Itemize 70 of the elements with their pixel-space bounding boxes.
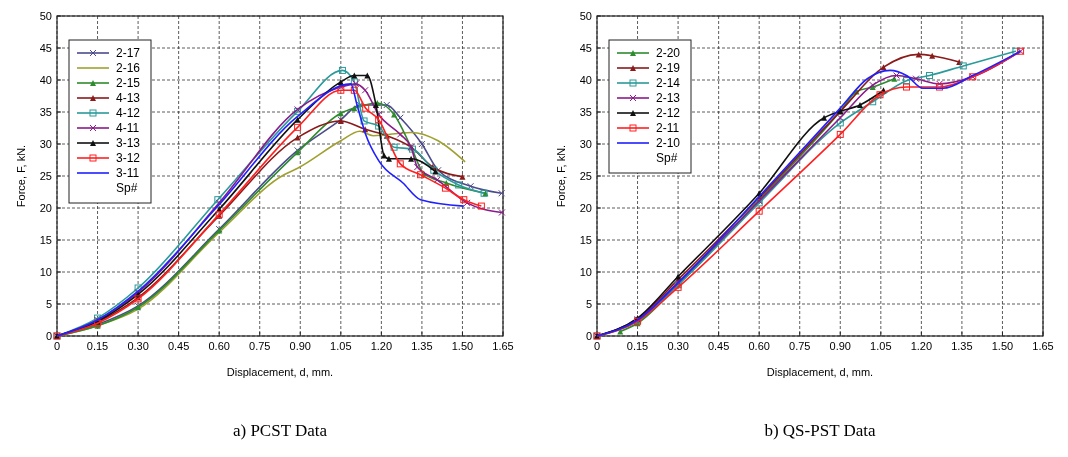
x-tick-label: 1.50 <box>451 340 474 352</box>
y-tick-label: 20 <box>579 202 592 214</box>
y-tick-label: 10 <box>39 266 52 278</box>
legend-label: 2-19 <box>656 61 681 75</box>
y-axis-title: Force, F, kN. <box>555 144 567 208</box>
x-axis-title: Displacement, d, mm. <box>766 366 874 378</box>
x-tick-label: 0.30 <box>127 340 149 352</box>
y-tick-label: 40 <box>39 74 52 86</box>
y-tick-label: 0 <box>45 330 52 342</box>
legend-label: 2-12 <box>656 106 681 120</box>
legend-label: 3-11 <box>116 166 140 180</box>
y-tick-label: 45 <box>579 42 592 54</box>
y-tick-label: 15 <box>579 234 592 246</box>
x-tick-label: 0.75 <box>789 340 811 352</box>
legend-label: 4-12 <box>116 106 141 120</box>
legend-label: 3-13 <box>116 136 141 150</box>
y-tick-label: 25 <box>39 170 52 182</box>
y-tick-label: 25 <box>579 170 592 182</box>
legend-label: 2-13 <box>656 91 681 105</box>
x-tick-label: 1.65 <box>492 340 514 352</box>
x-tick-label: 0.45 <box>707 340 730 352</box>
y-tick-label: 0 <box>585 330 592 342</box>
y-tick-label: 35 <box>39 106 52 118</box>
legend-label: 2-17 <box>116 46 141 60</box>
x-tick-label: 1.35 <box>951 340 973 352</box>
y-tick-label: 50 <box>579 10 592 22</box>
x-tick-label: 1.35 <box>411 340 433 352</box>
x-tick-label: 0.60 <box>208 340 230 352</box>
x-tick-label: 0.75 <box>249 340 271 352</box>
x-tick-label: 0.45 <box>167 340 190 352</box>
x-tick-label: 1.65 <box>1032 340 1054 352</box>
legend-label: 2-15 <box>116 76 141 90</box>
x-tick-label: 0.15 <box>86 340 109 352</box>
legend-label: 3-12 <box>116 151 141 165</box>
x-tick-label: 1.05 <box>870 340 892 352</box>
x-tick-label: 0 <box>593 340 601 352</box>
legend-label: 4-11 <box>116 121 140 135</box>
x-tick-label: 1.50 <box>991 340 1014 352</box>
y-tick-label: 40 <box>579 74 592 86</box>
y-tick-label: 15 <box>39 234 52 246</box>
y-tick-label: 45 <box>39 42 52 54</box>
y-tick-label: 20 <box>39 202 52 214</box>
y-tick-label: 30 <box>579 138 592 150</box>
y-tick-label: 35 <box>579 106 592 118</box>
y-tick-label: 50 <box>39 10 52 22</box>
legend-title: Sp# <box>116 181 138 195</box>
x-tick-label: 0.30 <box>667 340 689 352</box>
y-tick-label: 5 <box>585 298 592 310</box>
legend-title: Sp# <box>656 151 678 165</box>
y-tick-label: 10 <box>579 266 592 278</box>
legend-label: 2-11 <box>656 121 680 135</box>
x-tick-label: 1.20 <box>910 340 933 352</box>
y-tick-label: 30 <box>39 138 52 150</box>
y-axis-title: Force, F, kN. <box>15 144 27 208</box>
x-tick-label: 0.15 <box>626 340 649 352</box>
legend-label: 2-16 <box>116 61 141 75</box>
legend-label: 2-14 <box>656 76 681 90</box>
legend-label: 4-13 <box>116 91 141 105</box>
y-tick-label: 5 <box>45 298 52 310</box>
legend-label: 2-10 <box>656 136 681 150</box>
x-tick-label: 1.20 <box>370 340 393 352</box>
x-tick-label: 0.90 <box>829 340 851 352</box>
x-tick-label: 1.05 <box>330 340 352 352</box>
text: a) PCST Data <box>232 421 328 440</box>
x-axis-title: Displacement, d, mm. <box>226 366 334 378</box>
x-tick-label: 0 <box>53 340 61 352</box>
legend-label: 2-20 <box>656 46 681 60</box>
x-tick-label: 0.60 <box>748 340 770 352</box>
text: b) QS-PST Data <box>764 421 877 440</box>
x-tick-label: 0.90 <box>289 340 311 352</box>
